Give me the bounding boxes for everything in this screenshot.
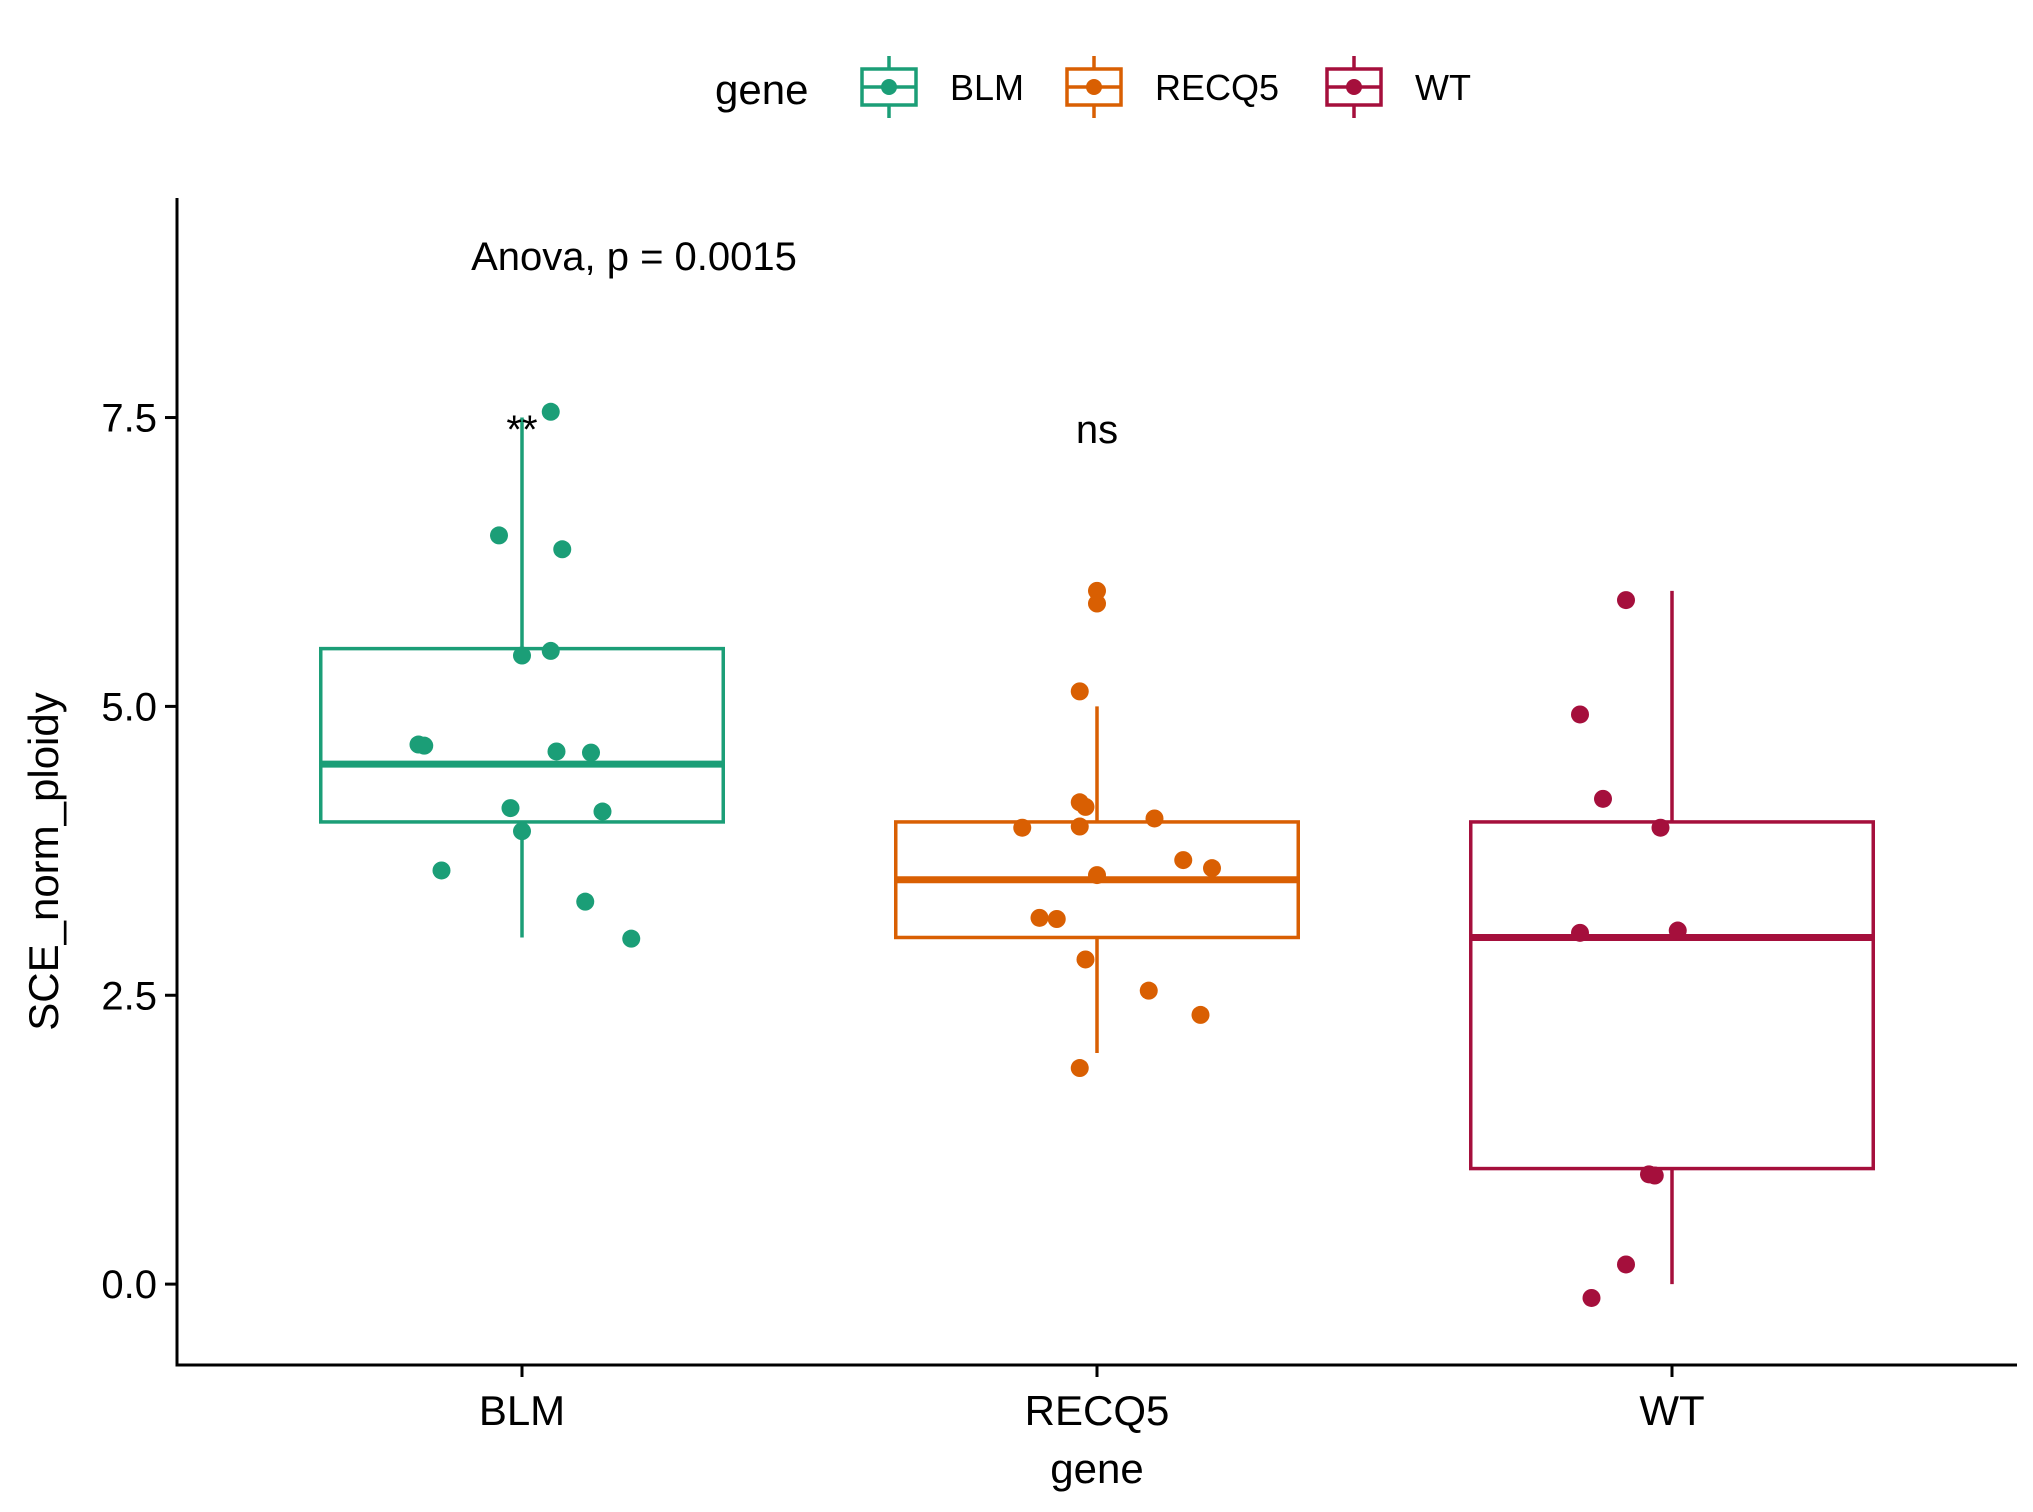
legend-entry-recq5: RECQ5 [1065, 56, 1279, 118]
data-point-blm [490, 526, 508, 545]
data-point-blm [541, 641, 560, 660]
legend-key-point [1346, 79, 1362, 95]
data-point-blm [576, 892, 595, 911]
data-point-recq5 [1070, 1059, 1089, 1078]
data-point-recq5 [1191, 1005, 1210, 1024]
y-tick-label: 0.0 [101, 1263, 157, 1307]
data-point-blm [553, 540, 572, 559]
legend-entry-wt: WT [1325, 56, 1471, 118]
data-point-recq5 [1139, 981, 1158, 1000]
data-point-wt [1617, 1255, 1635, 1274]
legend-key-point [881, 79, 897, 95]
significance-label: ns [1076, 408, 1118, 452]
data-point-recq5 [1030, 908, 1049, 927]
legend-entry-blm: BLM [860, 56, 1024, 118]
box-blm [319, 417, 725, 938]
data-point-blm [501, 799, 520, 818]
data-point-recq5 [1145, 809, 1164, 828]
data-point-wt [1617, 591, 1635, 610]
legend-key-point [1086, 79, 1102, 95]
data-point-wt [1668, 921, 1687, 940]
x-tick-label: RECQ5 [1025, 1387, 1170, 1434]
x-axis-title: gene [1050, 1445, 1143, 1492]
y-tick-label: 7.5 [101, 397, 157, 441]
data-point-wt [1645, 1166, 1664, 1185]
data-point-wt [1651, 818, 1670, 837]
data-point-blm [432, 861, 451, 880]
data-point-recq5 [1088, 866, 1106, 885]
y-tick-label: 5.0 [101, 685, 157, 729]
y-axis-ticks: 0.0 2.5 5.0 7.5 [101, 397, 177, 1307]
data-points [409, 402, 1687, 1307]
data-point-recq5 [1070, 817, 1089, 836]
data-point-recq5 [1088, 581, 1106, 600]
data-point-recq5 [1088, 594, 1106, 613]
data-point-recq5 [1174, 851, 1193, 870]
legend-label: BLM [950, 67, 1024, 108]
data-point-blm [547, 742, 566, 761]
data-point-wt [1571, 705, 1589, 724]
data-point-blm [582, 743, 600, 762]
data-point-wt [1594, 789, 1612, 808]
data-point-wt [1571, 923, 1589, 942]
x-axis-ticks: BLM RECQ5 WT [479, 1365, 1705, 1434]
legend-label: RECQ5 [1155, 67, 1279, 108]
y-tick-label: 2.5 [101, 974, 157, 1018]
data-point-blm [541, 402, 560, 421]
data-point-blm [513, 646, 531, 665]
significance-labels: ** ns [506, 408, 1118, 452]
data-point-blm [622, 929, 641, 948]
data-point-recq5 [1203, 859, 1221, 878]
data-point-blm [513, 822, 531, 841]
data-point-recq5 [1047, 909, 1066, 928]
box-wt [1469, 590, 1875, 1285]
data-point-recq5 [1013, 818, 1032, 837]
data-point-wt [1582, 1288, 1601, 1307]
data-point-blm [593, 802, 612, 821]
anova-annotation: Anova, p = 0.0015 [471, 235, 797, 279]
legend-label: WT [1415, 67, 1471, 108]
x-tick-label: WT [1639, 1387, 1704, 1434]
y-axis-title: SCE_norm_ploidy [20, 692, 67, 1031]
data-point-recq5 [1076, 797, 1095, 816]
legend: gene BLM RECQ5 WT [715, 56, 1471, 118]
data-point-blm [415, 736, 434, 755]
significance-label: ** [506, 408, 537, 452]
x-tick-label: BLM [479, 1387, 565, 1434]
data-point-recq5 [1076, 950, 1095, 969]
data-point-recq5 [1070, 682, 1089, 701]
iqr-box [319, 646, 725, 824]
iqr-box [1469, 820, 1875, 1171]
legend-title: gene [715, 66, 808, 113]
